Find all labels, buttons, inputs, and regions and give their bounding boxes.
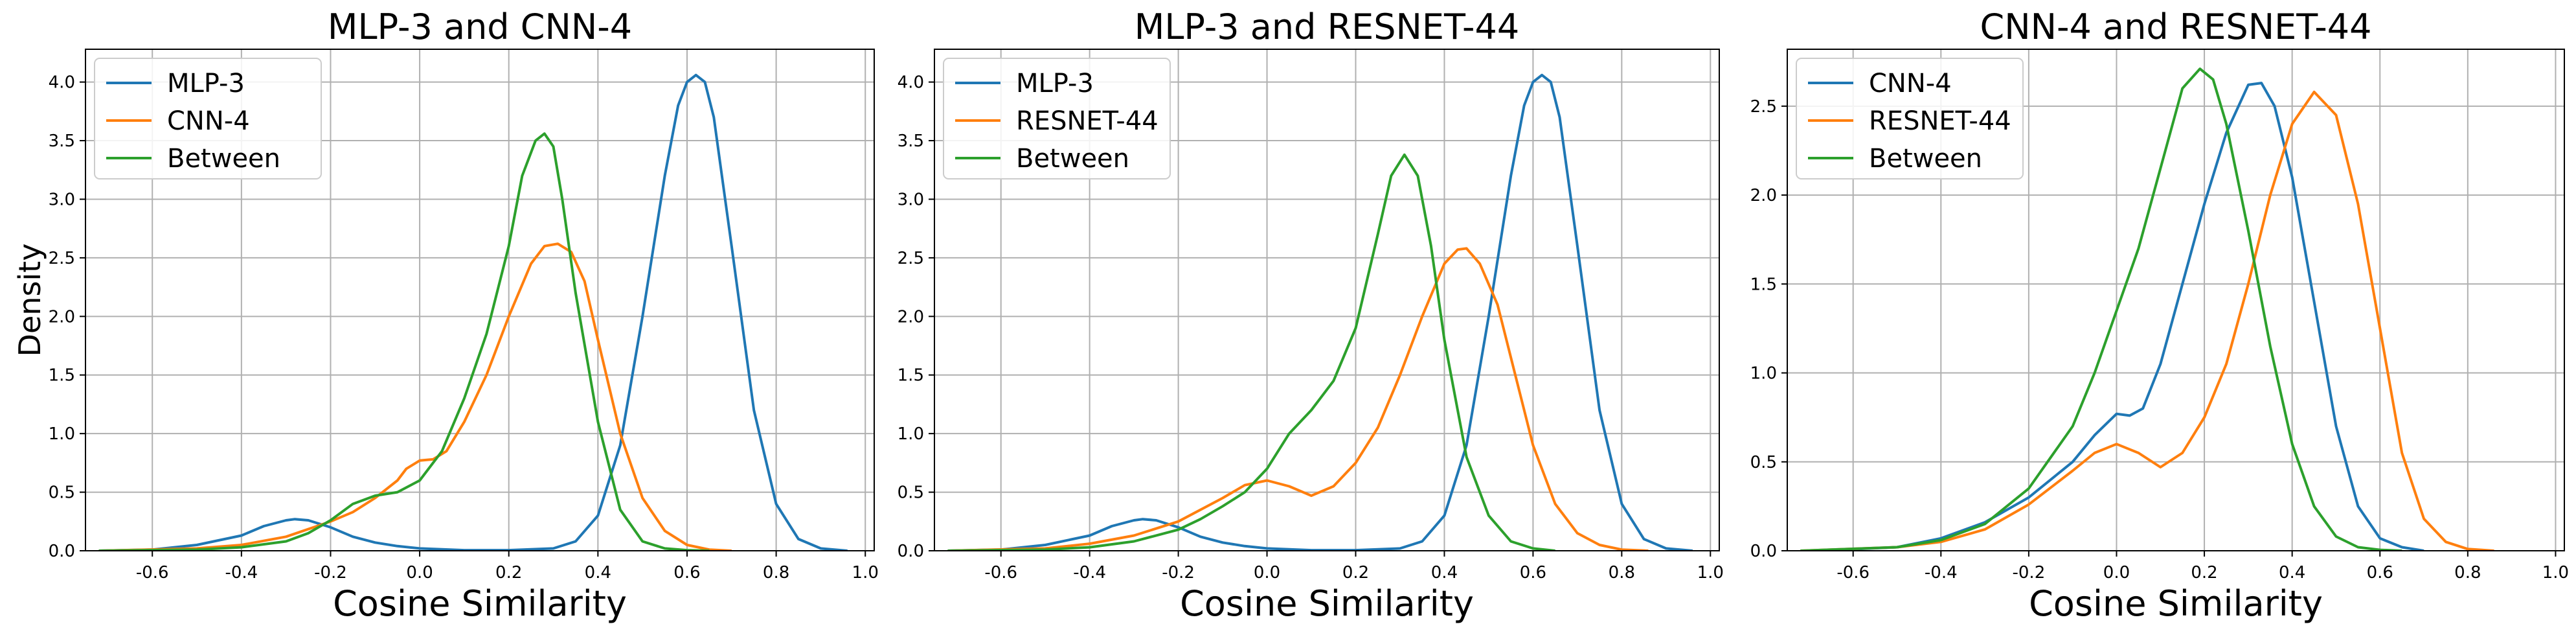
chart-title: CNN-4 and RESNET-44 — [1980, 6, 2372, 47]
y-tick-label: 2.5 — [1750, 97, 1777, 117]
y-tick-label: 2.0 — [49, 307, 75, 327]
series-line-between — [1800, 67, 2402, 551]
legend: CNN-4 RESNET-44 Between — [1796, 58, 2024, 179]
y-tick-label: 1.5 — [1750, 275, 1777, 294]
y-tick-label: 3.5 — [49, 132, 75, 151]
legend-label: RESNET-44 — [1869, 106, 2011, 136]
y-tick-label: 0.5 — [1750, 453, 1777, 472]
chart-2: -0.6 -0.4 -0.2 0.0 0.2 0.4 0.6 0.8 1.0 0.0 0.5 1.0 1… — [898, 6, 1724, 624]
x-axis-label: Cosine Similarity — [1180, 583, 1474, 624]
series-line-between — [98, 132, 710, 551]
x-tick-label: -0.6 — [1836, 563, 1870, 583]
x-tick-label: 0.4 — [585, 563, 611, 583]
legend-box — [94, 58, 322, 179]
plot-frame — [934, 49, 1720, 551]
x-tick-label: -0.4 — [1925, 563, 1958, 583]
legend-label: Between — [1869, 144, 1982, 174]
legend: MLP-3 RESNET-44 Between — [943, 58, 1171, 179]
y-tick-label: 0.0 — [898, 542, 924, 561]
x-tick-label: 0.8 — [763, 563, 789, 583]
plot-frame — [1787, 49, 2565, 551]
x-tick-label: 0.4 — [1431, 563, 1458, 583]
x-tick-label: 0.2 — [495, 563, 522, 583]
y-tick-label: 3.0 — [49, 190, 75, 209]
x-tick-label: 1.0 — [2542, 563, 2569, 583]
series-line-resnet-44 — [947, 247, 1649, 551]
y-tick-label: 2.0 — [898, 307, 924, 327]
series-line-resnet-44 — [1800, 90, 2494, 551]
y-tick-label: 2.5 — [49, 249, 75, 268]
series-line-mlp-3 — [98, 73, 848, 551]
x-tick-label: 0.0 — [2103, 563, 2130, 583]
y-tick-label: 3.5 — [898, 132, 924, 151]
chart-title: MLP-3 and CNN-4 — [328, 6, 632, 47]
chart-title: MLP-3 and RESNET-44 — [1135, 6, 1519, 47]
legend-label: CNN-4 — [1869, 69, 1952, 98]
x-tick-label: 0.8 — [2454, 563, 2481, 583]
y-tick-label: 1.5 — [49, 366, 75, 386]
y-tick-label: 4.0 — [898, 73, 924, 93]
y-tick-label: 1.0 — [49, 424, 75, 444]
legend-box — [943, 58, 1171, 179]
series-line-cnn-4 — [1818, 82, 2424, 551]
series-line-cnn-4 — [98, 242, 732, 551]
x-tick-label: 0.2 — [1342, 563, 1369, 583]
legend-label: Between — [1016, 144, 1129, 174]
x-tick-label: 0.6 — [2367, 563, 2393, 583]
x-tick-label: 1.0 — [1697, 563, 1724, 583]
y-tick-label: 2.0 — [1750, 186, 1777, 205]
y-tick-label: 0.5 — [49, 483, 75, 503]
series-line-between — [947, 153, 1555, 551]
x-tick-label: 0.0 — [1254, 563, 1280, 583]
series-line-mlp-3 — [947, 73, 1693, 551]
x-tick-label: -0.4 — [1073, 563, 1106, 583]
x-tick-label: -0.2 — [2013, 563, 2046, 583]
y-tick-label: 1.0 — [1750, 364, 1777, 384]
y-axis-label: Density — [12, 244, 47, 357]
y-tick-label: 4.0 — [49, 73, 75, 93]
x-tick-label: 0.6 — [673, 563, 700, 583]
chart-3: -0.6 -0.4 -0.2 0.0 0.2 0.4 0.6 0.8 1.0 0.0 0.5 1.0 1… — [1750, 6, 2569, 624]
x-tick-label: 0.2 — [2191, 563, 2217, 583]
x-tick-label: 1.0 — [852, 563, 879, 583]
y-tick-label: 1.5 — [898, 366, 924, 386]
y-tick-label: 0.0 — [49, 542, 75, 561]
legend-label: RESNET-44 — [1016, 106, 1158, 136]
x-tick-label: 0.6 — [1520, 563, 1546, 583]
plot-frame — [85, 49, 875, 551]
x-axis-label: Cosine Similarity — [333, 583, 627, 624]
x-tick-label: 0.4 — [2279, 563, 2305, 583]
legend-label: MLP-3 — [167, 69, 245, 98]
chart-1: -0.6 -0.4 -0.2 0.0 0.2 0.4 0.6 0.8 1.0 0.0 0.5 1.0 1… — [12, 6, 879, 624]
x-tick-label: -0.2 — [314, 563, 347, 583]
legend-box — [1796, 58, 2024, 179]
y-tick-label: 0.0 — [1750, 542, 1777, 561]
y-tick-label: 1.0 — [898, 424, 924, 444]
x-tick-label: -0.6 — [136, 563, 169, 583]
legend-label: MLP-3 — [1016, 69, 1094, 98]
x-tick-label: -0.4 — [225, 563, 258, 583]
y-tick-label: 2.5 — [898, 249, 924, 268]
y-tick-label: 3.0 — [898, 190, 924, 209]
legend-label: CNN-4 — [167, 106, 250, 136]
y-tick-label: 0.5 — [898, 483, 924, 503]
x-tick-label: -0.2 — [1162, 563, 1195, 583]
x-tick-label: 0.0 — [406, 563, 433, 583]
x-axis-label: Cosine Similarity — [2029, 583, 2323, 624]
legend: MLP-3 CNN-4 Between — [94, 58, 322, 179]
x-tick-label: 0.8 — [1609, 563, 1635, 583]
x-tick-label: -0.6 — [984, 563, 1017, 583]
legend-label: Between — [167, 144, 280, 174]
